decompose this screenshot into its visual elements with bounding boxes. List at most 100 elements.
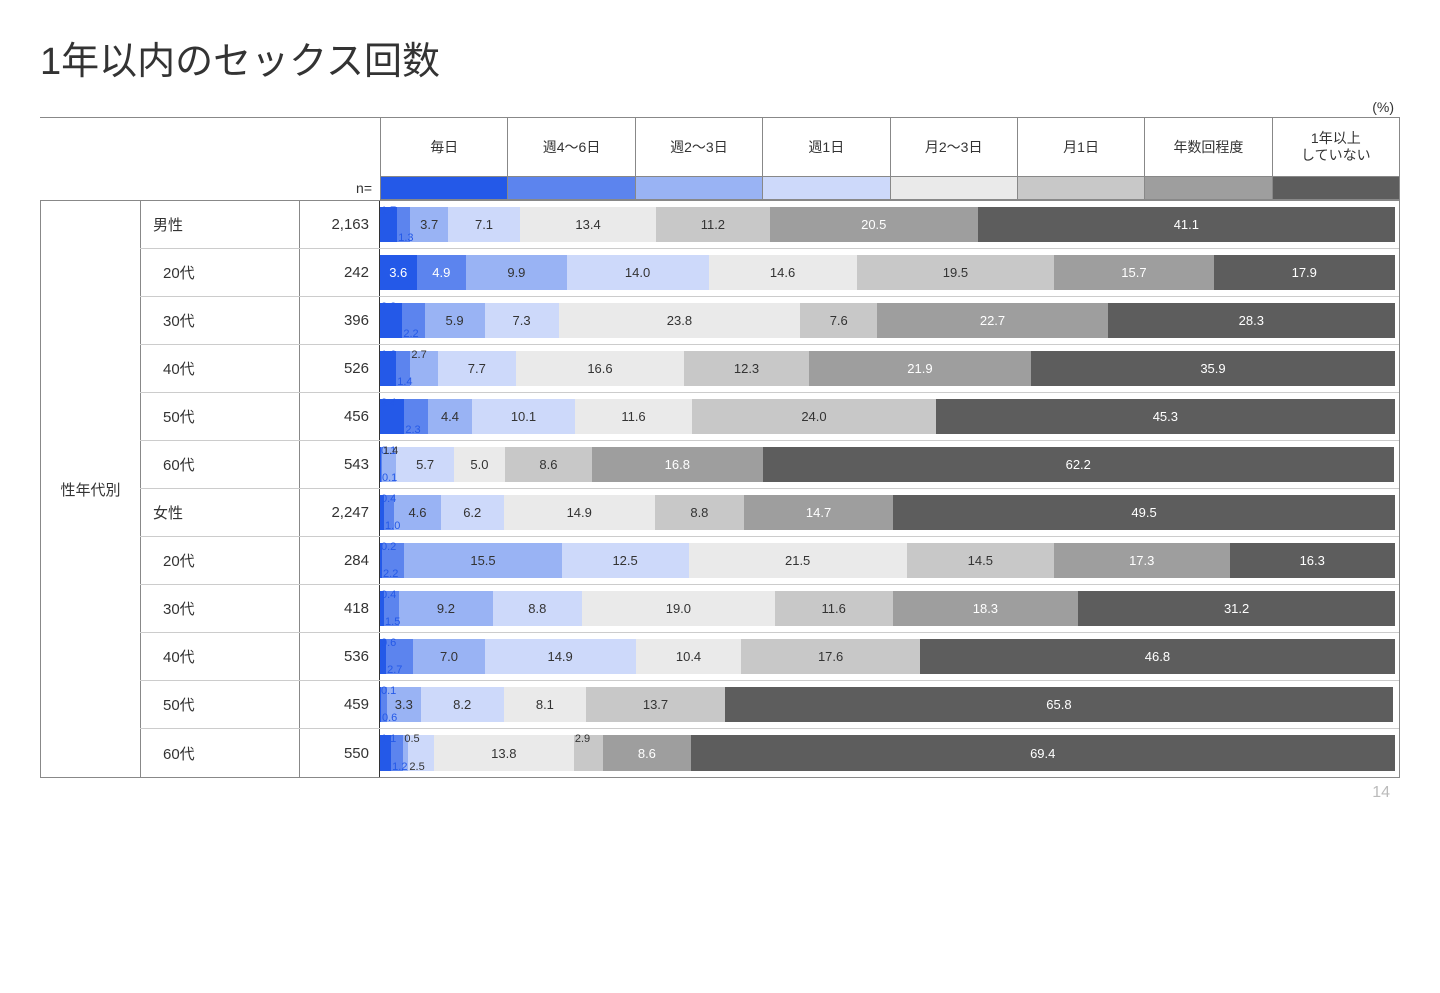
stacked-bar: 2.22.25.97.323.87.622.728.3 [380, 297, 1399, 344]
row-label: 60代 [140, 441, 300, 488]
row-n: 550 [300, 729, 380, 777]
bar-segment: 8.1 [504, 687, 586, 722]
table-row: 50代4562.42.34.410.111.624.045.3 [140, 393, 1399, 441]
bar-segment: 21.9 [809, 351, 1031, 386]
stacked-bar: 0.41.04.66.214.98.814.749.5 [380, 489, 1399, 536]
legend-label: 年数回程度 [1144, 118, 1271, 176]
bar-segment: 22.7 [877, 303, 1107, 338]
bar-segment: 14.6 [709, 255, 857, 290]
bar-segment: 13.8 [434, 735, 574, 771]
bar-segment: 18.3 [893, 591, 1079, 626]
bar-segment: 5.0 [454, 447, 505, 482]
legend-swatch [1144, 177, 1271, 199]
legend-swatch [507, 177, 634, 199]
row-label: 30代 [140, 585, 300, 632]
bar-segment: 2.2 [380, 303, 402, 338]
row-label: 50代 [140, 393, 300, 440]
legend-header: n= 毎日週4～6日週2～3日週1日月2～3日月1日年数回程度1年以上していない [40, 117, 1400, 200]
row-label: 男性 [140, 201, 300, 248]
bar-segment: 10.1 [472, 399, 574, 434]
n-header: n= [40, 118, 380, 200]
stacked-bar: 0.10.11.45.75.08.616.862.2 [380, 441, 1399, 488]
legend-label: 月1日 [1017, 118, 1144, 176]
bar-segment: 35.9 [1031, 351, 1395, 386]
bar-segment: 4.4 [428, 399, 473, 434]
row-n: 242 [300, 249, 380, 296]
row-label: 50代 [140, 681, 300, 728]
bar-segment: 28.3 [1108, 303, 1395, 338]
row-n: 2,163 [300, 201, 380, 248]
bar-segment: 20.5 [770, 207, 978, 242]
row-label: 40代 [140, 345, 300, 392]
bar-segment: 45.3 [936, 399, 1395, 434]
row-label: 60代 [140, 729, 300, 777]
table-row: 40代5261.61.42.77.716.612.321.935.9 [140, 345, 1399, 393]
bar-segment: 16.8 [592, 447, 763, 482]
bar-segment: 41.1 [978, 207, 1395, 242]
chart-container: n= 毎日週4～6日週2～3日週1日月2～3日月1日年数回程度1年以上していない… [40, 117, 1400, 778]
bar-segment: 1.6 [380, 351, 396, 386]
bar-segment: 49.5 [893, 495, 1395, 530]
bar-segment: 14.7 [744, 495, 893, 530]
bar-segment: 2.7 [410, 351, 437, 386]
row-n: 396 [300, 297, 380, 344]
row-label: 20代 [140, 249, 300, 296]
bar-segment: 2.3 [404, 399, 427, 434]
table-row: 20代2423.64.99.914.014.619.515.717.9 [140, 249, 1399, 297]
bar-segment: 2.4 [380, 399, 404, 434]
bar-segment: 15.5 [404, 543, 561, 578]
legend-label: 1年以上していない [1272, 118, 1400, 176]
bar-segment: 5.7 [396, 447, 454, 482]
bar-segment: 19.0 [582, 591, 775, 626]
bar-segment: 12.3 [684, 351, 809, 386]
stacked-bar: 1.11.20.52.513.82.98.669.4 [380, 729, 1399, 777]
bar-segment: 4.9 [417, 255, 467, 290]
table-row: 女性2,2470.41.04.66.214.98.814.749.5 [140, 489, 1399, 537]
bar-segment: 13.4 [520, 207, 656, 242]
bar-segment: 4.6 [394, 495, 441, 530]
bar-segment: 2.9 [574, 735, 603, 771]
bar-segment: 8.8 [655, 495, 744, 530]
stacked-bar: 3.64.99.914.014.619.515.717.9 [380, 249, 1399, 296]
side-category-label: 性年代別 [40, 200, 140, 778]
row-n: 456 [300, 393, 380, 440]
bar-segment: 8.2 [421, 687, 504, 722]
legend-swatch [890, 177, 1017, 199]
bar-segment: 11.6 [575, 399, 693, 434]
table-row: 50代4590.10.63.38.28.113.765.8 [140, 681, 1399, 729]
bar-segment: 7.3 [485, 303, 559, 338]
legend-label: 月2～3日 [890, 118, 1017, 176]
bar-segment: 1.1 [380, 735, 391, 771]
stacked-bar: 0.41.59.28.819.011.618.331.2 [380, 585, 1399, 632]
bar-segment: 17.3 [1054, 543, 1230, 578]
stacked-bar: 2.42.34.410.111.624.045.3 [380, 393, 1399, 440]
stacked-bar: 0.22.215.512.521.514.517.316.3 [380, 537, 1399, 584]
legend-swatch [380, 177, 507, 199]
bar-segment: 7.6 [800, 303, 877, 338]
bar-segment: 9.9 [466, 255, 566, 290]
bar-segment: 8.6 [505, 447, 592, 482]
row-n: 418 [300, 585, 380, 632]
table-row: 20代2840.22.215.512.521.514.517.316.3 [140, 537, 1399, 585]
bar-segment: 7.7 [438, 351, 516, 386]
bar-segment: 14.9 [504, 495, 655, 530]
bar-segment: 1.7 [380, 207, 397, 242]
bar-segment: 5.9 [425, 303, 485, 338]
stacked-bar: 0.10.63.38.28.113.765.8 [380, 681, 1399, 728]
bar-segment: 3.7 [410, 207, 448, 242]
stacked-bar: 1.61.42.77.716.612.321.935.9 [380, 345, 1399, 392]
legend-swatch [635, 177, 762, 199]
table-row: 30代4180.41.59.28.819.011.618.331.2 [140, 585, 1399, 633]
legend-swatch [762, 177, 889, 199]
table-row: 60代5430.10.11.45.75.08.616.862.2 [140, 441, 1399, 489]
bar-segment: 9.2 [399, 591, 492, 626]
page-title: 1年以内のセックス回数 [40, 30, 1400, 85]
stacked-bar: 1.71.33.77.113.411.220.541.1 [380, 201, 1399, 248]
legend-label: 週1日 [762, 118, 889, 176]
row-n: 543 [300, 441, 380, 488]
row-n: 459 [300, 681, 380, 728]
bar-segment: 7.0 [413, 639, 484, 674]
row-n: 536 [300, 633, 380, 680]
row-n: 526 [300, 345, 380, 392]
bar-segment: 31.2 [1078, 591, 1395, 626]
